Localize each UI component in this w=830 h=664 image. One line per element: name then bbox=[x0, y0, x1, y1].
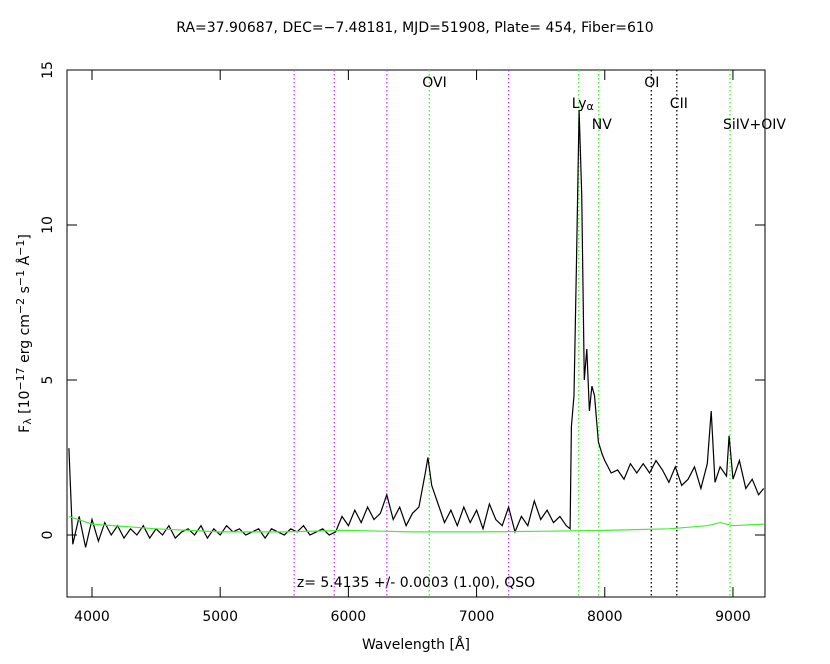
x-tick-label: 7000 bbox=[459, 609, 495, 625]
spectrum-line bbox=[68, 515, 764, 533]
x-tick-label: 5000 bbox=[202, 609, 238, 625]
line-label: OI bbox=[644, 75, 659, 91]
x-tick-label: 8000 bbox=[587, 609, 623, 625]
annotation: z= 5.4135 +/- 0.0003 (1.00), QSO bbox=[297, 575, 535, 591]
x-tick-label: 6000 bbox=[331, 609, 367, 625]
label-part: OI bbox=[644, 75, 659, 91]
label-part: λ bbox=[21, 418, 34, 425]
label-part: [10 bbox=[17, 391, 33, 419]
label-part: F bbox=[17, 425, 33, 433]
spectrum-line bbox=[68, 110, 765, 548]
label-part: −17 bbox=[14, 367, 27, 390]
label-part: −2 bbox=[14, 298, 27, 314]
label-part: SiIV+OIV bbox=[723, 117, 786, 133]
label-part: −1 bbox=[14, 270, 27, 286]
y-tick-label: 0 bbox=[40, 531, 56, 540]
y-tick-label: 15 bbox=[40, 61, 56, 79]
label-part: −1 bbox=[14, 240, 27, 256]
label-part: CII bbox=[670, 96, 688, 112]
x-tick-label: 9000 bbox=[715, 609, 751, 625]
y-tick-label: 5 bbox=[40, 376, 56, 385]
y-tick-label: 10 bbox=[40, 216, 56, 234]
label-part: ] bbox=[17, 234, 33, 239]
label-part: NV bbox=[592, 117, 612, 133]
y-axis-label: Fλ [10−17 erg cm−2 s−1 Å−1] bbox=[14, 234, 35, 433]
x-tick-label: 4000 bbox=[74, 609, 110, 625]
label-part: Ly bbox=[572, 96, 587, 112]
label-part: s bbox=[17, 286, 33, 298]
line-label: CII bbox=[670, 96, 688, 112]
label-part: Å bbox=[16, 255, 33, 269]
chart-title: RA=37.90687, DEC=−7.48181, MJD=51908, Pl… bbox=[176, 20, 653, 36]
line-label: NV bbox=[592, 117, 612, 133]
x-axis-label: Wavelength [Å] bbox=[362, 636, 470, 653]
label-part: erg cm bbox=[17, 314, 33, 367]
line-label: SiIV+OIV bbox=[723, 117, 786, 133]
line-label: Lyα bbox=[572, 96, 594, 113]
line-label: OVI bbox=[422, 75, 446, 91]
plot-frame bbox=[66, 69, 766, 598]
label-part: α bbox=[587, 100, 594, 113]
label-part: OVI bbox=[422, 75, 446, 91]
